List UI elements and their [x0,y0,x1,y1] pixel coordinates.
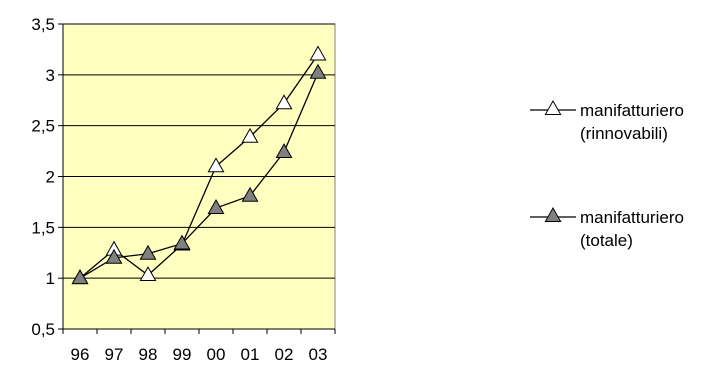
data-point-1-3 [173,234,191,250]
data-point-0-6 [275,94,293,110]
data-point-1-7 [309,63,327,79]
legend-marker-0 [544,99,562,115]
x-tick-label: 96 [71,345,90,364]
legend-label-0-line1: manifatturiero [580,101,684,120]
y-tick-label: 3 [46,66,55,85]
x-tick-label: 00 [207,345,226,364]
x-tick-label: 97 [105,345,124,364]
y-tick-label: 3,5 [31,15,55,34]
series-line-1 [79,72,319,279]
data-point-1-4 [207,199,225,214]
data-point-0-5 [241,127,259,143]
x-tick-label: 98 [139,345,158,364]
legend-label-1-line1: manifatturiero [580,208,684,227]
legend-label-0-line2: (rinnovabili) [580,124,668,143]
data-point-1-1 [105,248,123,264]
legend-label-1-line2: (totale) [580,231,633,250]
data-point-1-5 [241,186,259,202]
data-point-0-4 [207,157,225,173]
data-point-1-2 [139,244,157,260]
y-tick-label: 0,5 [31,320,55,339]
x-tick-label: 99 [173,345,192,364]
x-tick-label: 02 [275,345,294,364]
x-tick-label: 03 [309,345,328,364]
data-point-0-2 [139,266,157,282]
y-tick-label: 1 [46,269,55,288]
x-tick-label: 01 [241,345,260,364]
data-point-1-6 [275,143,293,159]
y-tick-label: 2,5 [31,117,55,136]
data-point-1-0 [71,269,89,285]
data-point-0-7 [309,45,327,61]
y-tick-label: 2 [46,168,55,187]
y-tick-label: 1,5 [31,218,55,237]
legend-marker-1 [544,206,562,222]
